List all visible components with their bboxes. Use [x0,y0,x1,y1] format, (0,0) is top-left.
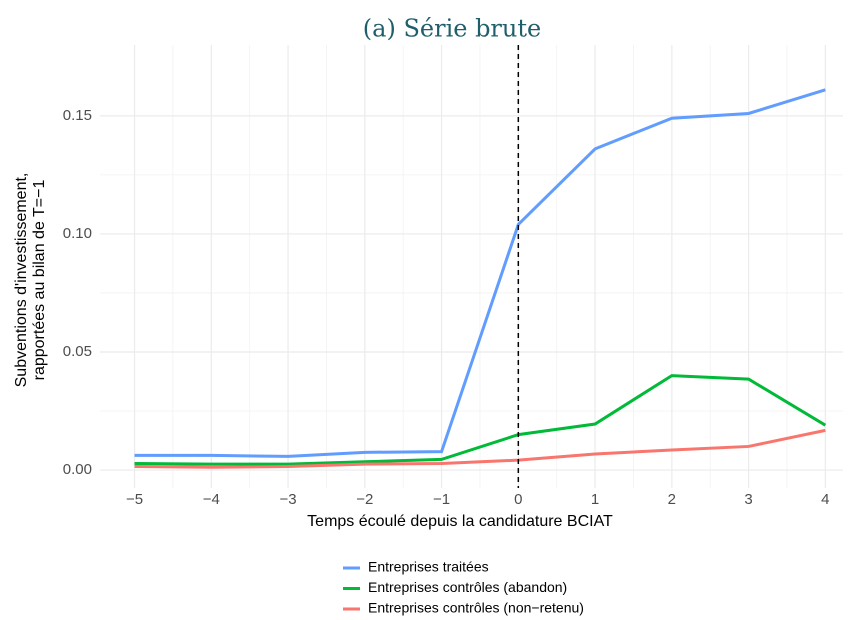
legend-label: Entreprises contrôles (abandon) [368,579,567,595]
y-axis-title: Subventions d'investissement, [13,173,30,388]
y-tick-label: 0.10 [63,225,92,242]
x-tick-label: 2 [668,491,676,508]
x-tick-label: 3 [744,491,752,508]
series-line [134,88,826,458]
x-tick-label: −5 [126,491,143,508]
y-tick-label: 0.00 [63,461,92,478]
x-tick-label: 1 [591,491,599,508]
series-line [134,374,827,466]
x-tick-label: 4 [821,491,829,508]
x-tick-label: −2 [356,491,373,508]
y-tick-label: 0.05 [63,343,92,360]
legend-label: Entreprises contrôles (non−retenu) [368,600,584,616]
x-tick-label: 0 [514,491,522,508]
y-axis-title: rapportées au bilan de T=−1 [31,180,48,381]
legend-label: Entreprises traitées [368,559,489,575]
x-axis-title: Temps écoulé depuis la candidature BCIAT [307,513,613,530]
x-tick-label: −3 [279,491,296,508]
y-tick-label: 0.15 [63,107,92,124]
x-tick-label: −4 [203,491,220,508]
x-tick-label: −1 [433,491,450,508]
chart-title: (a) Série brute [363,15,541,43]
series-line [134,428,826,469]
